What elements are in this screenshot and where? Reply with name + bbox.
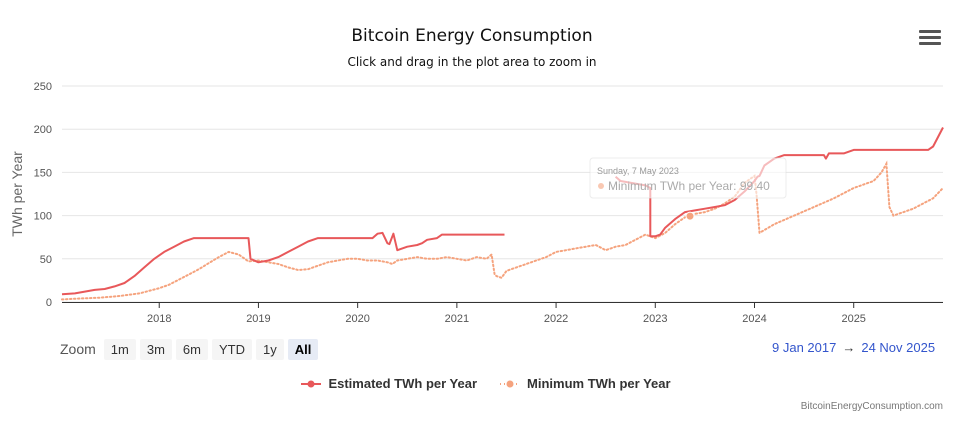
- legend: Estimated TWh per Year Minimum TWh per Y…: [0, 376, 971, 391]
- y-axis-label: TWh per Year: [9, 151, 25, 237]
- y-tick-label-200: 200: [34, 124, 52, 136]
- zoom-1y-button[interactable]: 1y: [255, 338, 284, 360]
- tooltip-marker: [598, 183, 604, 189]
- axis-layer: 0 50 100 150 200 250 2018 2019 2020 2021 2022 2023 2…: [34, 81, 943, 325]
- range-from-input[interactable]: 9 Jan 2017: [772, 340, 837, 355]
- legend-item-estimated[interactable]: Estimated TWh per Year: [300, 376, 477, 391]
- series-line-estimated: [61, 127, 944, 296]
- y-tick-label-0: 0: [46, 297, 52, 309]
- y-tick-label-50: 50: [40, 254, 52, 266]
- chart-title: Bitcoin Energy Consumption: [351, 26, 592, 46]
- y-tick-label-150: 150: [34, 167, 52, 179]
- zoom-label: Zoom: [60, 341, 96, 357]
- zoom-bar: Zoom 1m 3m 6m YTD 1y All: [60, 338, 319, 360]
- x-tick-label-2019: 2019: [246, 313, 270, 325]
- y-tick-label-250: 250: [34, 81, 52, 93]
- zoom-3m-button[interactable]: 3m: [139, 338, 172, 360]
- date-range: 9 Jan 2017 → 24 Nov 2025: [772, 340, 935, 355]
- zoom-all-button[interactable]: All: [287, 338, 319, 360]
- y-tick-label-100: 100: [34, 211, 52, 223]
- credit-link[interactable]: BitcoinEnergyConsumption.com: [800, 401, 943, 412]
- range-arrow-icon: →: [842, 340, 856, 355]
- x-tick-label-2024: 2024: [742, 313, 766, 325]
- series-layer[interactable]: [61, 127, 944, 301]
- menu-bar-2: [919, 36, 941, 39]
- x-tick-label-2022: 2022: [544, 313, 568, 325]
- legend-label-estimated: Estimated TWh per Year: [328, 376, 478, 391]
- zoom-1m-button[interactable]: 1m: [103, 338, 136, 360]
- menu-bar-3: [919, 42, 941, 45]
- tooltip-box: [589, 157, 787, 199]
- chart-subtitle: Click and drag in the plot area to zoom …: [347, 55, 596, 69]
- x-tick-label-2018: 2018: [147, 313, 171, 325]
- legend-symbol-minimum: [500, 380, 521, 387]
- hover-point-marker: [685, 211, 695, 221]
- legend-label-minimum: Minimum TWh per Year: [527, 376, 671, 391]
- legend-item-minimum[interactable]: Minimum TWh per Year: [499, 376, 671, 391]
- legend-symbol-estimated: [301, 380, 322, 387]
- series-line-minimum: [61, 160, 944, 301]
- x-tick-label-2025: 2025: [841, 313, 865, 325]
- grid-layer: [62, 85, 943, 303]
- range-to-input[interactable]: 24 Nov 2025: [861, 340, 936, 355]
- zoom-6m-button[interactable]: 6m: [175, 338, 208, 360]
- menu-bar-1: [919, 30, 941, 33]
- zoom-ytd-button[interactable]: YTD: [211, 338, 252, 360]
- x-tick-label-2021: 2021: [445, 313, 469, 325]
- tooltip: Sunday, 7 May 2023 Minimum TWh per Year:…: [589, 157, 787, 199]
- x-tick-label-2020: 2020: [345, 313, 369, 325]
- hamburger-menu-icon[interactable]: [919, 30, 941, 48]
- x-tick-label-2023: 2023: [643, 313, 667, 325]
- tooltip-date: Sunday, 7 May 2023: [597, 166, 679, 176]
- tooltip-value-text: Minimum TWh per Year: 99.40: [608, 179, 770, 193]
